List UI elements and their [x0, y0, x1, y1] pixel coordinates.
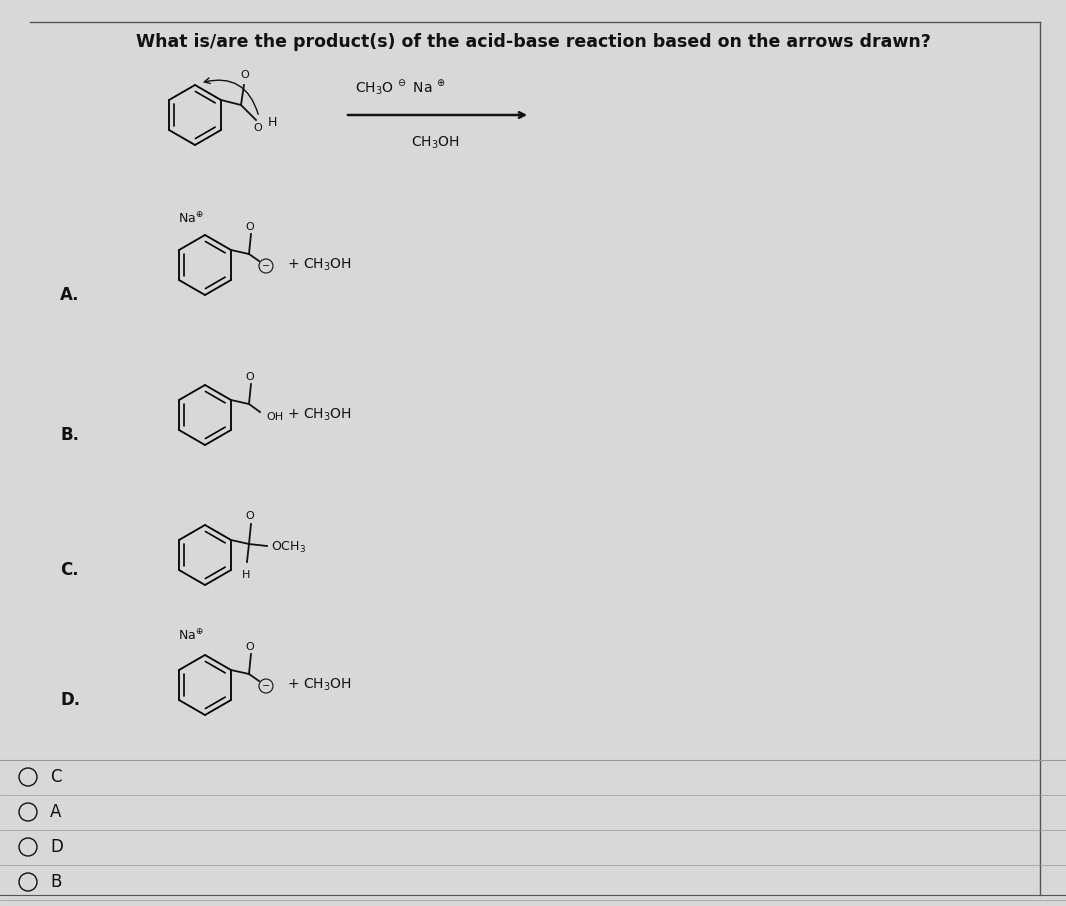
Text: $\mathregular{+\ CH_3OH}$: $\mathregular{+\ CH_3OH}$ [287, 256, 352, 274]
Text: D.: D. [60, 691, 80, 709]
Text: C: C [50, 768, 62, 786]
Text: O: O [245, 642, 255, 652]
Text: What is/are the product(s) of the acid-base reaction based on the arrows drawn?: What is/are the product(s) of the acid-b… [135, 33, 931, 51]
Text: O: O [254, 123, 262, 133]
Text: $\mathregular{OCH_3}$: $\mathregular{OCH_3}$ [271, 539, 306, 554]
Text: $\mathregular{+\ CH_3OH}$: $\mathregular{+\ CH_3OH}$ [287, 407, 352, 423]
Text: H: H [242, 570, 251, 580]
Text: $\mathregular{CH_3OH}$: $\mathregular{CH_3OH}$ [410, 135, 459, 151]
Text: C.: C. [60, 561, 79, 579]
Text: O: O [245, 511, 255, 521]
Text: D: D [50, 838, 63, 856]
Text: A.: A. [60, 286, 80, 304]
Text: O: O [245, 222, 255, 232]
Text: B: B [50, 873, 62, 891]
Text: −: − [262, 261, 270, 271]
Text: OH: OH [266, 412, 284, 422]
Text: $\mathregular{Na^{\oplus}}$: $\mathregular{Na^{\oplus}}$ [178, 210, 204, 226]
Text: O: O [245, 372, 255, 382]
Text: $\mathregular{+\ CH_3OH}$: $\mathregular{+\ CH_3OH}$ [287, 677, 352, 693]
Text: H: H [268, 115, 277, 129]
Text: B.: B. [60, 426, 79, 444]
Text: O: O [241, 70, 249, 80]
Text: $\mathregular{Na^{\oplus}}$: $\mathregular{Na^{\oplus}}$ [178, 628, 204, 642]
Text: $\mathregular{CH_3O^{\ \ominus}\ Na^{\ \oplus}}$: $\mathregular{CH_3O^{\ \ominus}\ Na^{\ \… [355, 78, 447, 98]
Text: −: − [262, 681, 270, 691]
Text: A: A [50, 803, 62, 821]
